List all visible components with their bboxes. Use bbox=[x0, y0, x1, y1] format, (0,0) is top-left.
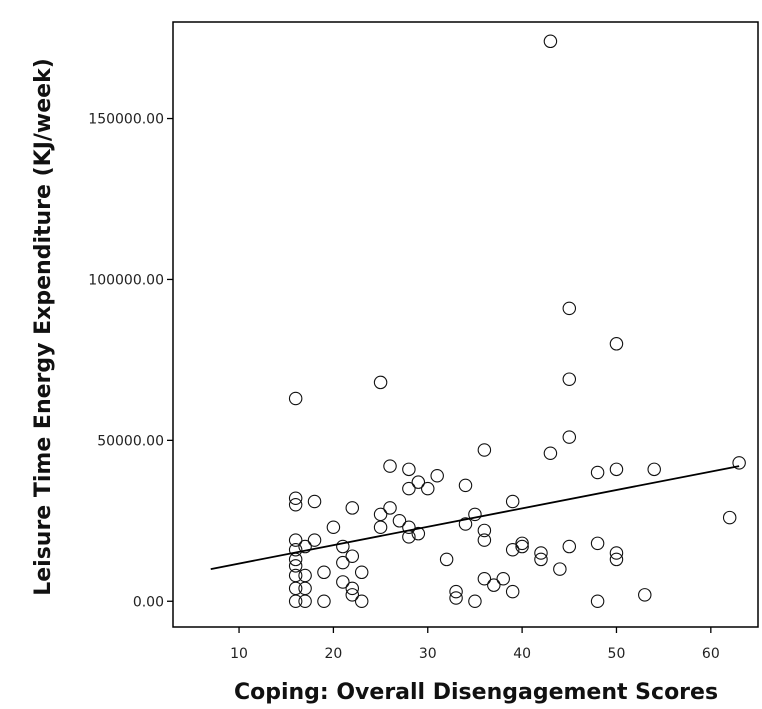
data-point bbox=[383, 501, 397, 515]
x-tick-label: 30 bbox=[419, 646, 437, 662]
data-point bbox=[505, 494, 520, 509]
data-point bbox=[326, 520, 341, 534]
x-tick-label: 20 bbox=[324, 646, 342, 662]
data-point bbox=[354, 594, 369, 609]
data-point bbox=[307, 533, 322, 547]
data-point bbox=[722, 510, 737, 525]
data-point bbox=[590, 536, 605, 551]
plot-area-frame bbox=[172, 21, 759, 628]
data-point bbox=[430, 468, 444, 483]
data-point bbox=[298, 594, 312, 609]
x-axis-title: Coping: Overall Disengagement Scores bbox=[234, 680, 718, 705]
data-point bbox=[392, 514, 407, 528]
data-point bbox=[534, 552, 548, 567]
data-point bbox=[505, 584, 520, 599]
data-point bbox=[534, 546, 548, 560]
data-point bbox=[345, 501, 360, 515]
data-point bbox=[609, 552, 624, 567]
data-point bbox=[345, 581, 360, 596]
data-point bbox=[732, 456, 746, 470]
data-point bbox=[562, 372, 577, 386]
data-point bbox=[354, 565, 369, 580]
data-point bbox=[468, 594, 482, 609]
data-point bbox=[402, 462, 416, 477]
data-point bbox=[477, 523, 492, 538]
y-tick-label: 0.00 bbox=[133, 594, 164, 610]
data-point bbox=[317, 594, 331, 609]
y-tick-label: 150000.00 bbox=[88, 112, 164, 128]
data-point bbox=[449, 584, 463, 599]
data-point bbox=[288, 594, 303, 609]
y-tick-label: 50000.00 bbox=[97, 433, 164, 449]
data-point bbox=[477, 571, 492, 586]
x-tick-label: 40 bbox=[513, 646, 531, 662]
data-point bbox=[638, 588, 652, 602]
y-axis-title: Leisure Time Energy Expenditure (KJ/week… bbox=[31, 58, 56, 596]
data-point bbox=[468, 507, 482, 522]
data-point bbox=[402, 481, 416, 496]
data-point bbox=[336, 539, 350, 554]
data-point bbox=[609, 546, 624, 560]
x-axis: 10 20 30 40 50 60 bbox=[230, 627, 720, 662]
data-point bbox=[373, 520, 388, 534]
data-point bbox=[288, 391, 303, 406]
y-tick-label: 100000.00 bbox=[88, 272, 164, 288]
data-point bbox=[562, 430, 577, 444]
data-point bbox=[562, 301, 577, 316]
data-point bbox=[421, 481, 435, 496]
data-point bbox=[562, 539, 577, 554]
y-axis: 0.00 50000.00 100000.00 150000.00 bbox=[88, 112, 173, 610]
data-point bbox=[317, 565, 331, 580]
data-point bbox=[458, 478, 473, 493]
data-point bbox=[553, 562, 567, 576]
data-point bbox=[288, 491, 303, 506]
data-point bbox=[647, 462, 661, 477]
data-point bbox=[477, 443, 492, 457]
data-point bbox=[345, 549, 360, 563]
data-point bbox=[458, 517, 473, 531]
data-point bbox=[590, 594, 605, 609]
regression-line bbox=[210, 465, 740, 570]
data-point bbox=[345, 588, 360, 602]
data-point bbox=[609, 337, 624, 351]
x-tick-label: 60 bbox=[702, 646, 720, 662]
data-point bbox=[288, 543, 303, 557]
data-point bbox=[288, 533, 303, 547]
data-point bbox=[336, 575, 350, 589]
data-point bbox=[411, 475, 426, 489]
data-point bbox=[307, 494, 322, 509]
data-point bbox=[590, 465, 605, 480]
data-point bbox=[411, 526, 426, 541]
data-point bbox=[496, 571, 510, 586]
data-point bbox=[336, 555, 350, 570]
data-point bbox=[402, 520, 416, 534]
x-tick-label: 10 bbox=[230, 646, 248, 662]
data-point bbox=[505, 543, 520, 557]
data-point bbox=[288, 497, 303, 512]
data-point bbox=[298, 539, 312, 554]
data-point bbox=[477, 533, 492, 547]
data-point bbox=[515, 539, 529, 554]
data-point bbox=[439, 552, 454, 567]
data-point bbox=[543, 446, 558, 460]
data-point bbox=[543, 34, 558, 49]
data-point bbox=[515, 536, 529, 551]
data-point bbox=[373, 375, 388, 390]
data-point bbox=[383, 459, 397, 473]
data-point bbox=[609, 462, 624, 477]
data-point bbox=[288, 559, 303, 573]
data-point bbox=[449, 591, 463, 605]
data-point bbox=[487, 578, 501, 592]
x-tick-label: 50 bbox=[608, 646, 626, 662]
